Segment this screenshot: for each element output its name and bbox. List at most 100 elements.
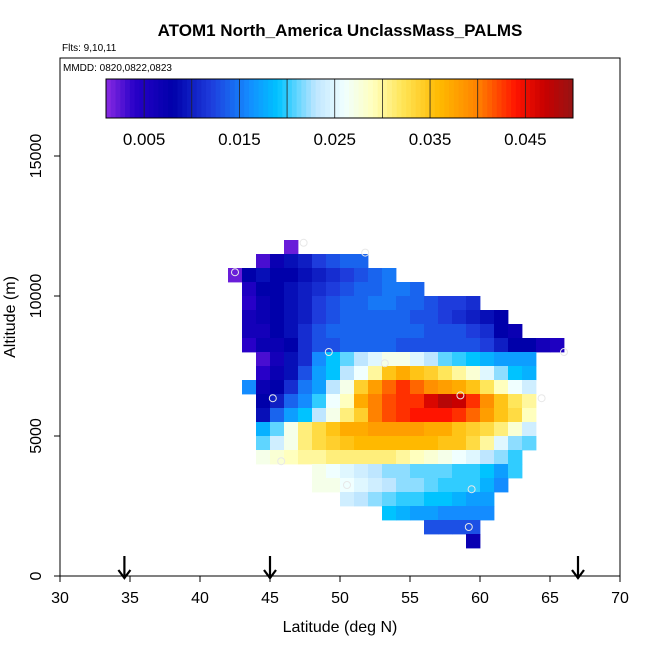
y-axis-label: Altitude (m) [2,276,19,358]
heatmap-cell [522,366,537,381]
heatmap-cell [382,394,397,409]
heatmap-cell [340,450,355,465]
heatmap-cell [452,366,467,381]
heatmap-cell [326,366,341,381]
heatmap-cell [312,366,327,381]
heatmap-cell [508,450,523,465]
heatmap-cell [242,380,257,395]
colorbar-swatch [115,79,121,118]
heatmap-cell [452,408,467,423]
heatmap-cell [410,310,425,325]
heatmap-cell [354,338,369,353]
heatmap-cell [284,296,299,311]
colorbar-swatch [410,79,417,118]
heatmap-cell [326,268,341,283]
heatmap-cell [466,352,481,367]
heatmap-cell [410,394,425,409]
heatmap-cell [326,310,341,325]
heatmap-cell [256,394,271,409]
heatmap-cell [312,478,327,493]
heatmap-cell [508,464,523,479]
heatmap-cell [494,324,509,339]
heatmap-cell [326,408,341,423]
heatmap-cell [354,282,369,297]
y-axis: 0 5000 10000 15000 [28,134,60,580]
colorbar-swatch [139,79,145,118]
heatmap-cell [326,296,341,311]
colorbar-swatch [458,79,464,118]
heatmap-cell [284,324,299,339]
x-axis-label: Latitude (deg N) [283,619,398,636]
heatmap-cell [452,296,467,311]
sample-point [537,394,546,403]
heatmap-cell [508,352,523,367]
heatmap-cell [368,296,383,311]
heatmap-cell [438,352,453,367]
colorbar-swatch [396,79,402,118]
heatmap-cell [438,450,453,465]
heatmap-cell [396,310,411,325]
sample-point [299,238,308,247]
heatmap-cell [382,296,397,311]
heatmap-cell [396,506,411,521]
colorbar-swatch [406,79,412,118]
colorbar-swatch [444,79,450,118]
heatmap-cell [256,324,271,339]
heatmap-cell [284,282,299,297]
colorbar-swatch [439,79,445,118]
y-tick-label: 15000 [28,134,45,179]
colorbar-swatch [339,79,345,118]
heatmap-cell [452,464,467,479]
heatmap-cell [452,478,467,493]
heatmap-cell [452,352,467,367]
heatmap-cell [340,310,355,325]
heatmap-cell [368,268,383,283]
heatmap-cell [466,380,481,395]
heatmap-cell [340,394,355,409]
heatmap-cell [368,338,383,353]
colorbar-swatch [158,79,164,118]
heatmap-cell [340,254,355,269]
heatmap-cell [312,450,327,465]
heatmap-cell [312,408,327,423]
heatmap-cell [298,352,313,367]
heatmap-cell [452,338,467,353]
heatmap-cell [396,366,411,381]
heatmap-cell [284,254,299,269]
colorbar-swatch [110,79,117,118]
heatmap-cell [368,394,383,409]
heatmap-cell [410,338,425,353]
heatmap-cell [368,450,383,465]
heatmap-cell [312,352,327,367]
heatmap-cell [256,380,271,395]
colorbar-swatch [482,79,488,118]
flights-annotation: Flts: 9,10,11 [62,43,117,54]
heatmap-cell [312,380,327,395]
heatmap-cell [298,380,313,395]
colorbar-swatch [244,79,250,118]
heatmap-cell [312,296,327,311]
heatmap-cell [508,436,523,451]
heatmap-cell [466,324,481,339]
colorbar-swatch [296,79,302,118]
heatmap-cell [452,436,467,451]
heatmap-cell [312,422,327,437]
heatmap-cell [396,422,411,437]
heatmap-cell [340,296,355,311]
heatmap-cell [466,506,481,521]
x-tick-label: 50 [331,590,349,607]
heatmap-cell [284,366,299,381]
heatmap-cell [438,520,453,535]
heatmap-cell [382,338,397,353]
heatmap-cell [480,408,495,423]
heatmap-cell [424,450,439,465]
heatmap-cell [256,408,271,423]
heatmap-cell [494,422,509,437]
heatmap-cell [494,366,509,381]
heatmap-cell [396,450,411,465]
colorbar-swatch [496,79,503,118]
colorbar-swatch [258,79,264,118]
heatmap-cell [270,268,285,283]
colorbar-swatch [239,79,245,118]
heatmap-cell [256,422,271,437]
